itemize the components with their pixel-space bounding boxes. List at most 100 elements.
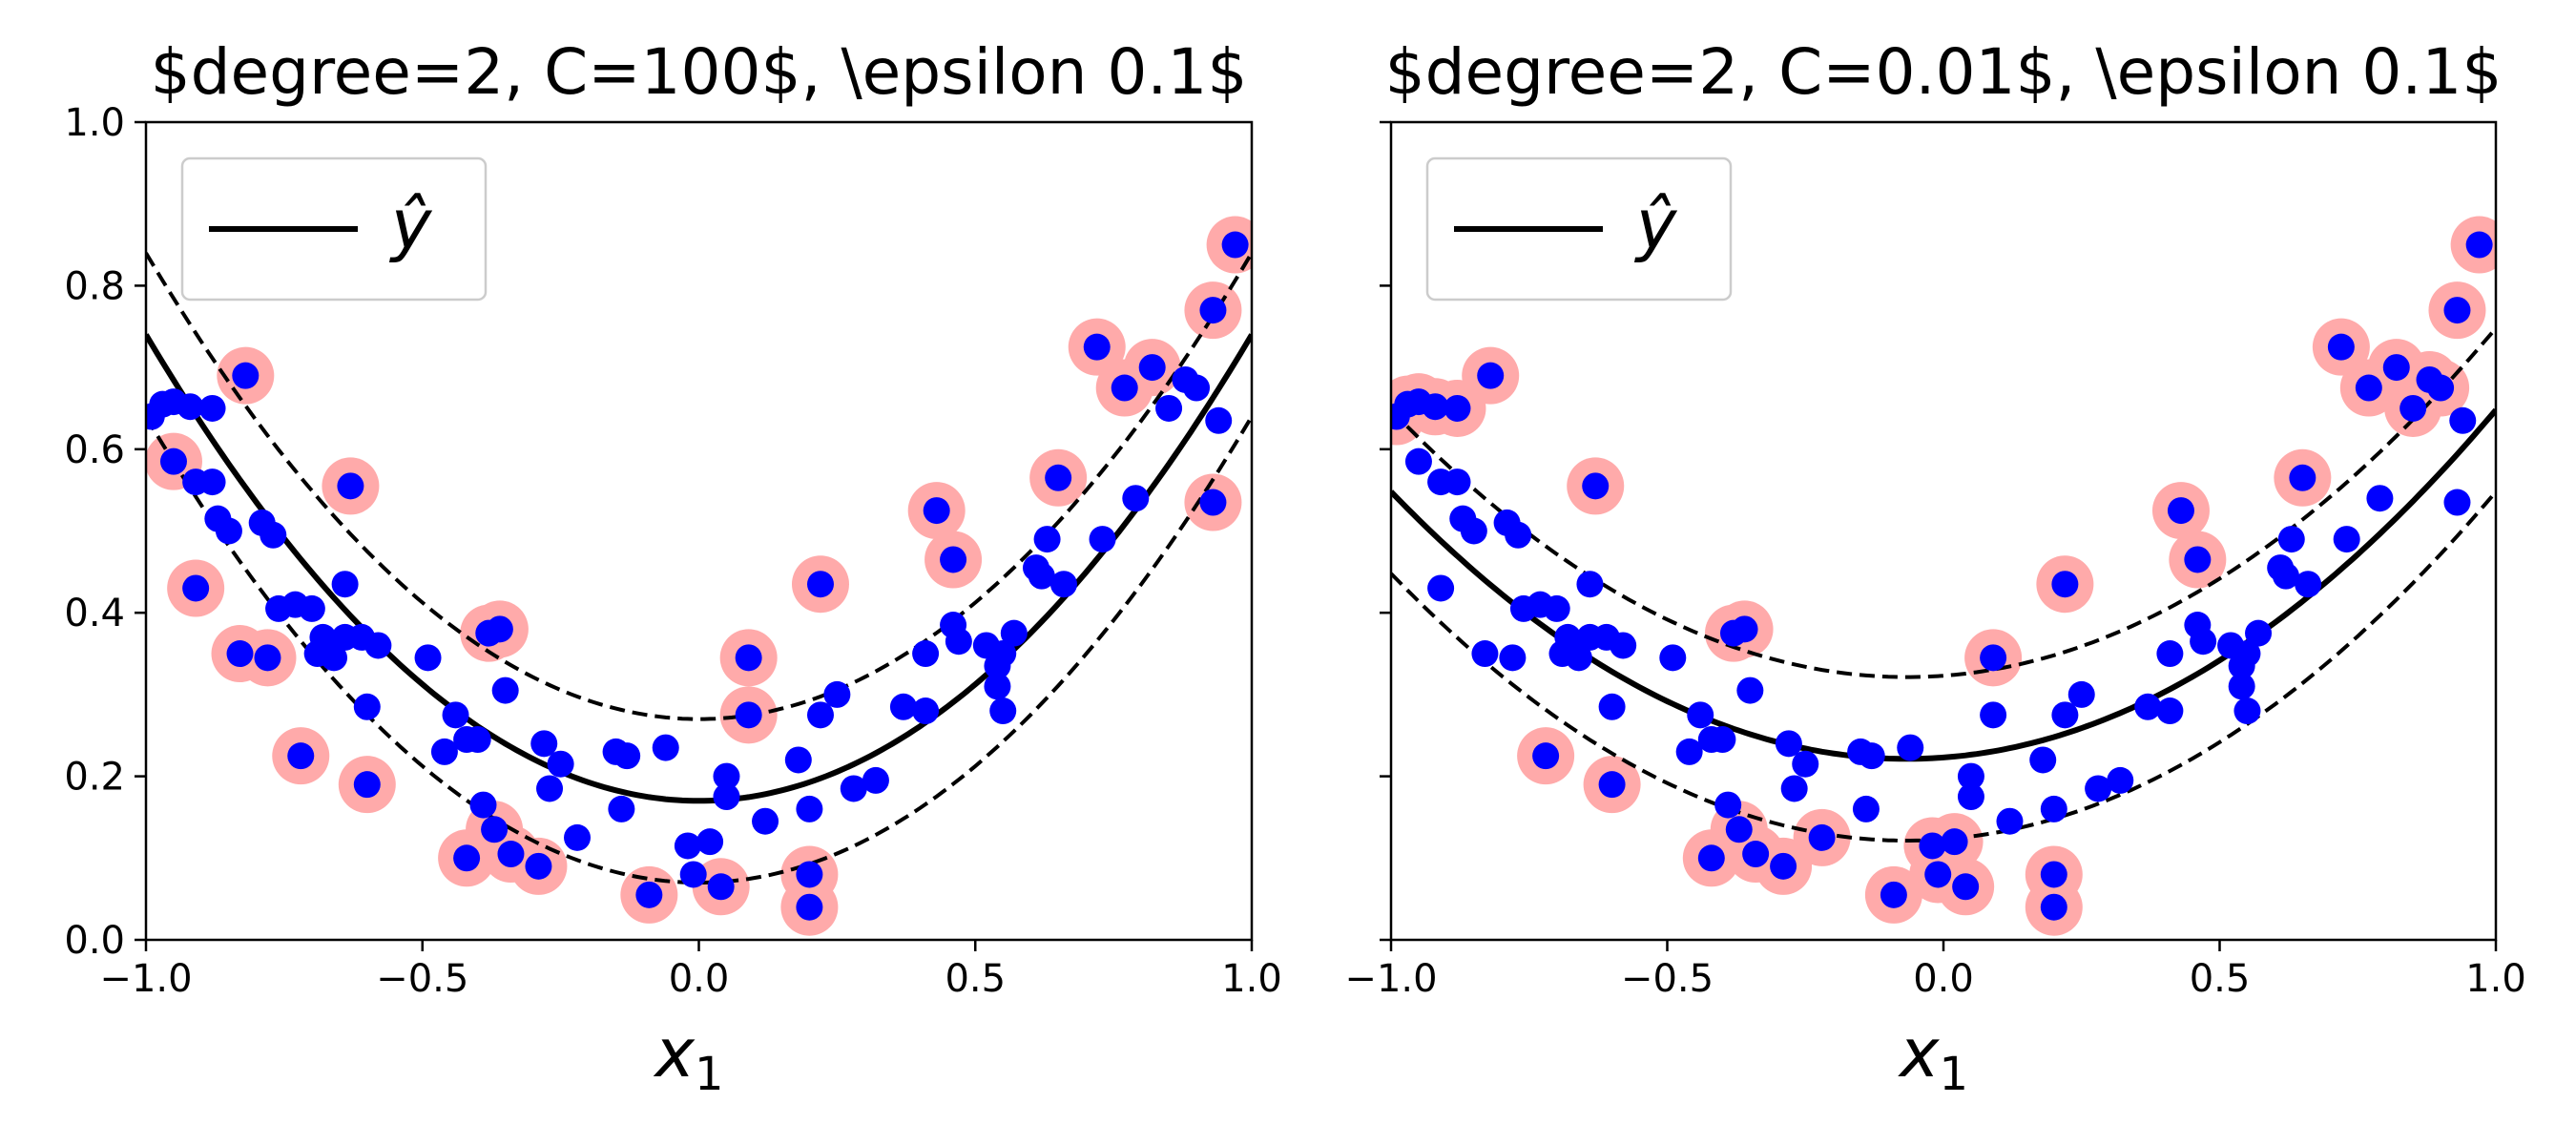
data-point: [1919, 832, 1946, 860]
data-point: [177, 393, 204, 421]
data-point: [1780, 775, 1808, 802]
data-point: [2228, 673, 2255, 700]
data-point: [1183, 374, 1211, 402]
epsilon-upper-line: [1391, 326, 2496, 679]
data-point: [840, 775, 867, 802]
data-point: [331, 571, 359, 598]
data-point: [1155, 394, 1183, 422]
data-point: [430, 738, 458, 765]
data-point: [2465, 231, 2493, 259]
data-point: [2289, 464, 2316, 491]
chart-title: $degree=2, C=100$, \epsilon 0.1$: [151, 35, 1248, 109]
data-point: [912, 640, 940, 668]
data-point: [1548, 640, 1576, 668]
data-point: [735, 701, 762, 729]
data-point: [1089, 526, 1116, 553]
data-point: [2067, 680, 2095, 708]
data-point: [464, 726, 491, 754]
data-point: [486, 615, 513, 643]
x-tick-label: −0.5: [1621, 957, 1714, 1001]
data-point: [2327, 333, 2355, 361]
data-point: [1543, 594, 1570, 622]
data-point: [2029, 746, 2057, 774]
data-point: [2277, 526, 2305, 553]
data-point: [1505, 521, 1532, 549]
data-point: [608, 795, 635, 822]
x-tick-label: 0.0: [1913, 957, 1974, 1001]
x-tick-label: 1.0: [2465, 957, 2526, 1001]
x-tick-label: 1.0: [1221, 957, 1282, 1001]
data-point: [2233, 697, 2261, 725]
data-point: [1199, 297, 1227, 324]
data-point: [1045, 464, 1072, 491]
data-point: [1598, 771, 1626, 799]
data-point: [1858, 742, 1885, 770]
data-point: [1957, 783, 1984, 811]
data-point: [2295, 571, 2322, 598]
data-point: [1444, 468, 1471, 496]
y-tick-label: 0.4: [64, 592, 125, 635]
data-point: [806, 701, 834, 729]
data-point: [481, 816, 509, 843]
data-point: [1736, 677, 1764, 704]
data-point: [713, 783, 740, 811]
x-tick-label: −1.0: [99, 957, 192, 1001]
data-point: [1033, 526, 1061, 553]
data-point: [679, 861, 707, 888]
data-point: [2272, 562, 2299, 590]
data-point: [1852, 795, 1880, 822]
data-point: [2443, 297, 2471, 324]
data-point: [1499, 644, 1527, 672]
data-point: [1957, 762, 1984, 790]
data-point: [2167, 497, 2194, 525]
data-point: [984, 673, 1011, 700]
epsilon-lower-line: [1391, 490, 2496, 843]
legend: ŷ: [180, 156, 488, 302]
data-point: [2355, 374, 2382, 402]
data-point: [652, 734, 679, 761]
data-point: [1980, 701, 2007, 729]
data-point: [1659, 644, 1687, 672]
data-point: [752, 807, 779, 835]
data-point: [2382, 354, 2410, 382]
data-point: [1770, 852, 1797, 880]
legend-label: ŷ: [389, 184, 433, 264]
data-point: [1924, 861, 1952, 888]
data-point: [1582, 472, 1610, 500]
data-point: [1775, 730, 1802, 758]
data-point: [2449, 406, 2477, 434]
data-point: [989, 697, 1017, 725]
data-point: [2443, 489, 2471, 516]
data-point: [1714, 791, 1742, 819]
data-point: [1996, 807, 2024, 835]
data-point: [1427, 574, 1455, 602]
data-point: [2040, 795, 2067, 822]
x-tick-label: −0.5: [376, 957, 468, 1001]
data-point: [353, 693, 381, 720]
data-point: [260, 521, 287, 549]
data-point: [796, 861, 823, 888]
plot-area: [146, 216, 1252, 936]
data-point: [1199, 489, 1227, 516]
data-point: [796, 795, 823, 822]
data-point: [784, 746, 812, 774]
data-point: [442, 701, 469, 729]
data-point: [353, 771, 381, 799]
x-tick-label: 0.5: [2190, 957, 2251, 1001]
x-axis-label-main: x: [1898, 1014, 1940, 1093]
y-tick-label: 0.0: [64, 919, 125, 963]
y-tick-label: 0.6: [64, 428, 125, 472]
data-point: [1471, 640, 1499, 668]
data-point: [2051, 571, 2079, 598]
data-point: [1709, 726, 1736, 754]
data-point: [2134, 693, 2162, 720]
data-point: [2107, 766, 2134, 794]
data-point: [159, 448, 187, 475]
data-point: [2051, 701, 2079, 729]
data-point: [806, 571, 834, 598]
data-point: [453, 844, 481, 872]
x-tick-label: −1.0: [1344, 957, 1437, 1001]
chart-panel-right: −1.0 −0.5 0.0 0.5 1.0 $degree=2, C=0.01$, \ep…: [1344, 35, 2525, 1101]
y-tick-label: 1.0: [64, 101, 125, 145]
data-point: [1952, 873, 1980, 901]
